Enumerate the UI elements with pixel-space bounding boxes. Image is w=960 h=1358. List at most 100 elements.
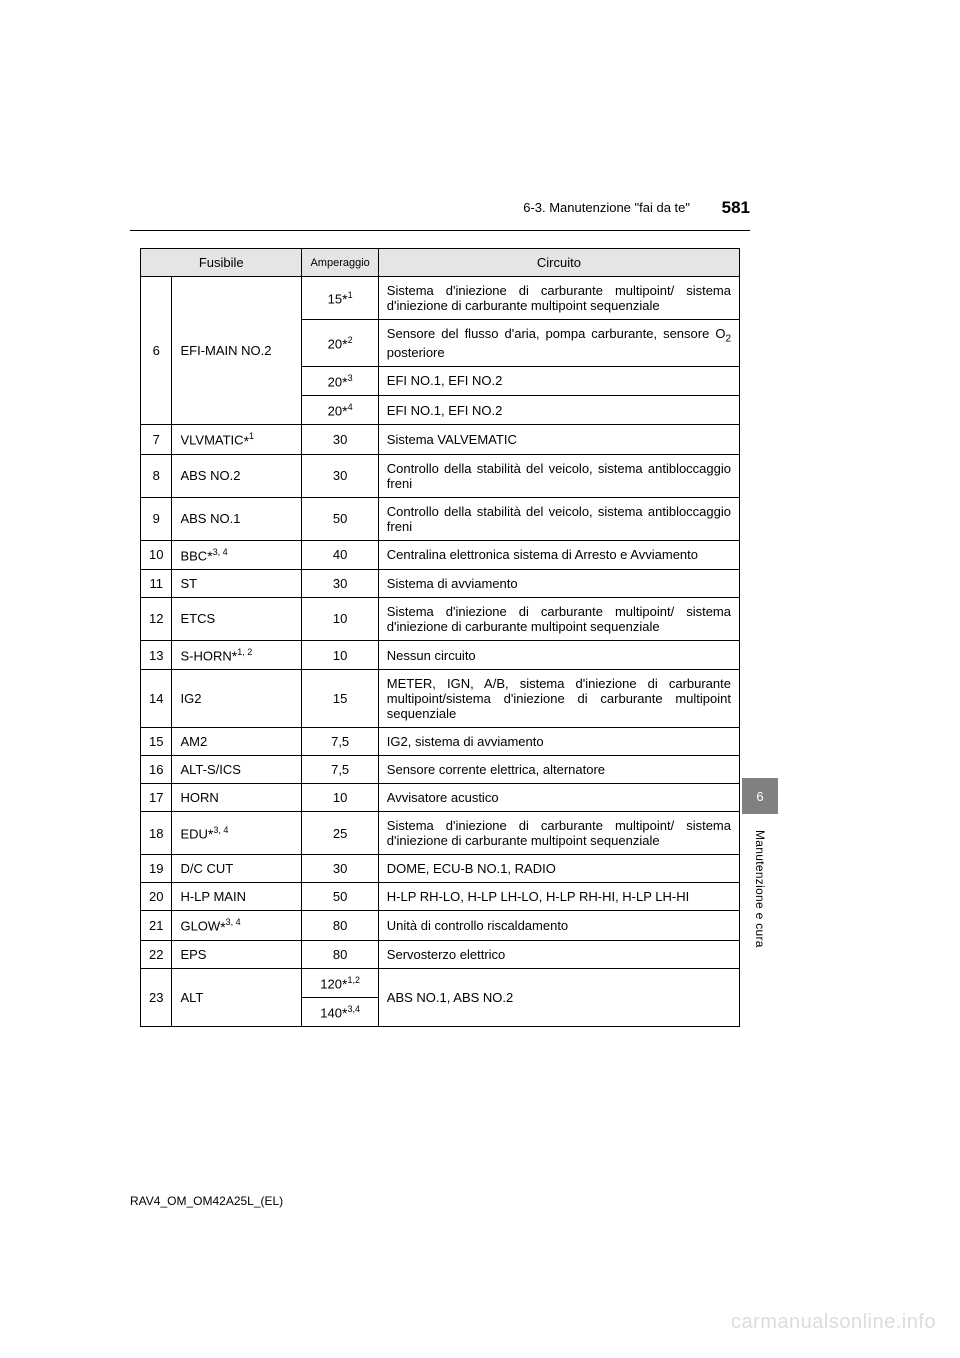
fuse-name: ALT — [172, 968, 302, 1027]
fuse-circuit: DOME, ECU-B NO.1, RADIO — [378, 855, 739, 883]
fuse-circuit: Sistema d'iniezione di carburante multip… — [378, 597, 739, 640]
fuse-amp: 140*3,4 — [302, 997, 378, 1026]
fuse-name: GLOW*3, 4 — [172, 911, 302, 940]
fuse-amp: 80 — [302, 911, 378, 940]
fuse-num: 17 — [141, 784, 172, 812]
table-row: 13S-HORN*1, 210Nessun circuito — [141, 640, 740, 669]
fuse-circuit: IG2, sistema di avviamento — [378, 728, 739, 756]
fuse-amp: 50 — [302, 883, 378, 911]
fuse-name: AM2 — [172, 728, 302, 756]
fuse-amp: 120*1,2 — [302, 968, 378, 997]
chapter-tab: 6 — [742, 778, 778, 814]
fuse-num: 18 — [141, 812, 172, 855]
fuse-name: ETCS — [172, 597, 302, 640]
table-header-row: Fusibile Amperaggio Circuito — [141, 249, 740, 277]
fuse-circuit: Sistema di avviamento — [378, 569, 739, 597]
fuse-num: 16 — [141, 756, 172, 784]
fuse-amp: 25 — [302, 812, 378, 855]
fuse-amp: 10 — [302, 784, 378, 812]
fuse-name: ABS NO.1 — [172, 497, 302, 540]
fuse-circuit: ABS NO.1, ABS NO.2 — [378, 968, 739, 1027]
fuse-num: 11 — [141, 569, 172, 597]
table-row: 21GLOW*3, 480Unità di controllo riscalda… — [141, 911, 740, 940]
fuse-name: EPS — [172, 940, 302, 968]
fuse-name: VLVMATIC*1 — [172, 425, 302, 454]
fuse-name: D/C CUT — [172, 855, 302, 883]
col-header-fuse: Fusibile — [141, 249, 302, 277]
fuse-num: 19 — [141, 855, 172, 883]
fuse-num: 13 — [141, 640, 172, 669]
fuse-amp: 20*4 — [302, 395, 378, 424]
fuse-num: 7 — [141, 425, 172, 454]
fuse-num: 23 — [141, 968, 172, 1027]
table-row: 15AM27,5IG2, sistema di avviamento — [141, 728, 740, 756]
fuse-amp: 30 — [302, 425, 378, 454]
fuse-circuit: Centralina elettronica sistema di Arrest… — [378, 540, 739, 569]
fuse-name: H-LP MAIN — [172, 883, 302, 911]
fuse-name: ABS NO.2 — [172, 454, 302, 497]
fuse-amp: 40 — [302, 540, 378, 569]
fuse-circuit: Controllo della stabilità del veicolo, s… — [378, 454, 739, 497]
table-row: 20H-LP MAIN50H-LP RH-LO, H-LP LH-LO, H-L… — [141, 883, 740, 911]
fuse-name: EFI-MAIN NO.2 — [172, 277, 302, 425]
fuse-num: 12 — [141, 597, 172, 640]
fuse-amp: 20*3 — [302, 366, 378, 395]
fuse-num: 14 — [141, 670, 172, 728]
table-row: 8ABS NO.230Controllo della stabilità del… — [141, 454, 740, 497]
fuse-amp: 30 — [302, 855, 378, 883]
fuse-amp: 30 — [302, 569, 378, 597]
table-row: 10BBC*3, 440Centralina elettronica siste… — [141, 540, 740, 569]
chapter-number: 6 — [756, 789, 763, 804]
fuse-circuit: Controllo della stabilità del veicolo, s… — [378, 497, 739, 540]
fuse-amp: 7,5 — [302, 756, 378, 784]
table-row: 22EPS80Servosterzo elettrico — [141, 940, 740, 968]
fuse-name: EDU*3, 4 — [172, 812, 302, 855]
fuse-name: ALT-S/ICS — [172, 756, 302, 784]
table-row: 6 EFI-MAIN NO.2 15*1 Sistema d'iniezione… — [141, 277, 740, 320]
table-row: 7VLVMATIC*130Sistema VALVEMATIC — [141, 425, 740, 454]
fuse-num: 20 — [141, 883, 172, 911]
fuse-circuit: Avvisatore acustico — [378, 784, 739, 812]
fuse-circuit: Servosterzo elettrico — [378, 940, 739, 968]
fuse-name: ST — [172, 569, 302, 597]
fuse-num: 21 — [141, 911, 172, 940]
fuse-num: 10 — [141, 540, 172, 569]
table-row: 19D/C CUT30DOME, ECU-B NO.1, RADIO — [141, 855, 740, 883]
col-header-circuit: Circuito — [378, 249, 739, 277]
table-row: 18EDU*3, 425Sistema d'iniezione di carbu… — [141, 812, 740, 855]
fuse-table: Fusibile Amperaggio Circuito 6 EFI-MAIN … — [140, 248, 740, 1027]
fuse-num: 6 — [141, 277, 172, 425]
fuse-circuit: Sistema d'iniezione di carburante multip… — [378, 812, 739, 855]
fuse-name: IG2 — [172, 670, 302, 728]
fuse-circuit: Unità di controllo riscaldamento — [378, 911, 739, 940]
fuse-circuit: EFI NO.1, EFI NO.2 — [378, 366, 739, 395]
fuse-circuit: Nessun circuito — [378, 640, 739, 669]
fuse-circuit: METER, IGN, A/B, sistema d'iniezione di … — [378, 670, 739, 728]
watermark: carmanualsonline.info — [731, 1311, 936, 1334]
table-row: 17HORN10Avvisatore acustico — [141, 784, 740, 812]
footer-code: RAV4_OM_OM42A25L_(EL) — [130, 1194, 283, 1208]
fuse-amp: 15 — [302, 670, 378, 728]
fuse-circuit: Sensore del flusso d'aria, pompa carbura… — [378, 320, 739, 367]
fuse-amp: 7,5 — [302, 728, 378, 756]
fuse-amp: 10 — [302, 597, 378, 640]
fuse-num: 8 — [141, 454, 172, 497]
fuse-num: 22 — [141, 940, 172, 968]
chapter-label: Manutenzione e cura — [753, 830, 767, 948]
fuse-name: BBC*3, 4 — [172, 540, 302, 569]
table-row: 16ALT-S/ICS7,5Sensore corrente elettrica… — [141, 756, 740, 784]
table-row: 12ETCS10Sistema d'iniezione di carburant… — [141, 597, 740, 640]
fuse-circuit: Sistema d'iniezione di carburante multip… — [378, 277, 739, 320]
fuse-circuit: EFI NO.1, EFI NO.2 — [378, 395, 739, 424]
fuse-amp: 80 — [302, 940, 378, 968]
table-row: 9ABS NO.150Controllo della stabilità del… — [141, 497, 740, 540]
fuse-amp: 50 — [302, 497, 378, 540]
fuse-circuit: Sistema VALVEMATIC — [378, 425, 739, 454]
fuse-circuit: H-LP RH-LO, H-LP LH-LO, H-LP RH-HI, H-LP… — [378, 883, 739, 911]
table-row: 11ST30Sistema di avviamento — [141, 569, 740, 597]
fuse-amp: 10 — [302, 640, 378, 669]
fuse-amp: 20*2 — [302, 320, 378, 367]
fuse-name: S-HORN*1, 2 — [172, 640, 302, 669]
table-row: 23 ALT 120*1,2 ABS NO.1, ABS NO.2 — [141, 968, 740, 997]
fuse-name: HORN — [172, 784, 302, 812]
